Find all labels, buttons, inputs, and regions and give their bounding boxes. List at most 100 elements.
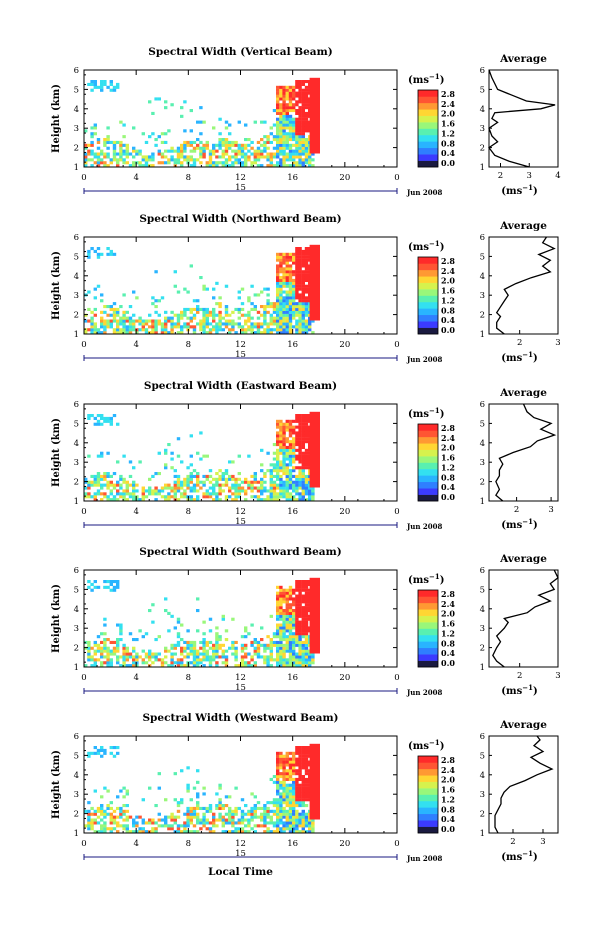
y-tick-label: 6: [74, 400, 79, 410]
heatmap-cell: [308, 821, 312, 825]
heatmap-cell: [288, 322, 293, 326]
heatmap-cell: [141, 325, 145, 329]
heatmap-cell: [279, 158, 283, 162]
heatmap-cell: [285, 777, 289, 781]
heatmap-cell: [288, 149, 293, 153]
heatmap-cell: [253, 158, 257, 162]
heatmap-cell: [100, 804, 104, 808]
heatmap-cell: [266, 646, 270, 650]
heatmap-cell: [282, 103, 286, 107]
heatmap-cell: [154, 486, 158, 490]
heatmap-cell: [285, 606, 289, 610]
heatmap-cell: [100, 293, 104, 297]
heatmap-cell: [298, 422, 302, 426]
heatmap-cell: [90, 316, 94, 320]
heatmap-cell: [279, 440, 283, 444]
heatmap-cell: [215, 792, 219, 796]
heatmap-cell: [202, 620, 206, 624]
colorbar-unit: (ms−1): [408, 738, 444, 752]
heatmap-cell: [298, 600, 302, 604]
heatmap-cell: [256, 806, 261, 810]
heatmap-cell: [308, 495, 312, 499]
heatmap-cell: [288, 287, 293, 291]
heatmap-cell: [263, 313, 267, 317]
heatmap-cell: [295, 609, 299, 613]
heatmap-cell: [301, 789, 305, 793]
heatmap-cell: [279, 469, 283, 473]
heatmap-cell: [282, 135, 286, 139]
heatmap-cell: [192, 498, 197, 502]
heatmap-cell: [282, 261, 286, 265]
heatmap-cell: [266, 643, 270, 647]
average-y-tick-label: 2: [480, 478, 485, 488]
heatmap-cell: [109, 582, 113, 586]
x-tick-label: 12: [235, 173, 246, 183]
heatmap-cell: [276, 149, 280, 153]
heatmap-cell: [301, 451, 305, 455]
heatmap-cell: [231, 325, 235, 329]
heatmap-cell: [224, 307, 229, 311]
date-label: Jun 2008: [406, 355, 443, 364]
heatmap-cell: [228, 319, 232, 323]
heatmap-cell: [282, 460, 286, 464]
heatmap-cell: [84, 486, 88, 490]
heatmap-cell: [311, 824, 315, 828]
heatmap-cell: [253, 293, 257, 297]
heatmap-cell: [276, 658, 280, 662]
heatmap-cell: [288, 331, 293, 335]
heatmap-cell: [301, 792, 305, 796]
heatmap-cell: [298, 623, 302, 627]
heatmap-cell: [282, 798, 286, 802]
heatmap-cell: [103, 143, 107, 147]
heatmap-cell: [295, 103, 299, 107]
heatmap-cell: [192, 299, 197, 303]
heatmap-cell: [112, 495, 117, 499]
average-frame: [488, 735, 559, 834]
heatmap-cell: [282, 302, 286, 306]
heatmap-cell: [253, 804, 257, 808]
heatmap-cell: [167, 319, 171, 323]
heatmap-cell: [189, 498, 193, 502]
heatmap-cell: [298, 492, 302, 496]
heatmap-cell: [295, 123, 299, 127]
heatmap-cell: [240, 161, 245, 165]
heatmap-cell: [253, 322, 257, 326]
heatmap-cell: [90, 328, 94, 332]
heatmap-cell: [84, 477, 88, 481]
heatmap-cell: [144, 495, 149, 499]
heatmap-cell: [269, 664, 273, 668]
heatmap-cell: [202, 495, 206, 499]
heatmap-cell: [304, 431, 309, 435]
heatmap-cell: [237, 477, 241, 481]
heatmap-cell: [135, 331, 139, 335]
heatmap-cell: [295, 801, 299, 805]
heatmap-cell: [224, 325, 229, 329]
y-tick-label: 5: [74, 85, 79, 95]
heatmap-cell: [189, 798, 193, 802]
heatmap-cell: [208, 830, 213, 834]
heatmap-cell: [301, 585, 305, 589]
heatmap-cell: [132, 818, 136, 822]
heatmap-cell: [87, 495, 91, 499]
heatmap-cell: [196, 472, 200, 476]
heatmap-cell: [154, 827, 158, 831]
heatmap-cell: [186, 483, 190, 487]
heatmap-cell: [196, 629, 200, 633]
heatmap-cell: [288, 100, 293, 104]
heatmap-cell: [186, 143, 190, 147]
heatmap-cell: [298, 126, 302, 130]
colorbar-swatch: [418, 154, 438, 161]
heatmap-cell: [301, 588, 305, 592]
heatmap-cell: [244, 319, 248, 323]
heatmap-cell: [173, 483, 177, 487]
heatmap-cell: [282, 635, 286, 639]
heatmap-cell: [151, 302, 155, 306]
heatmap-cell: [304, 783, 309, 787]
heatmap-cell: [304, 629, 309, 633]
heatmap-cell: [218, 783, 222, 787]
heatmap-cell: [170, 824, 174, 828]
heatmap-cell: [109, 480, 113, 484]
heatmap-cell: [256, 146, 261, 150]
colorbar-swatch: [418, 494, 438, 502]
heatmap-cell: [199, 319, 203, 323]
